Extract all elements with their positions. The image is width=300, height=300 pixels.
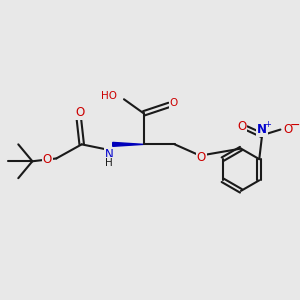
Text: HO: HO — [101, 92, 117, 101]
Text: O: O — [76, 106, 85, 119]
Text: −: − — [289, 119, 300, 132]
Text: N: N — [257, 123, 267, 136]
Polygon shape — [113, 142, 144, 146]
Text: +: + — [264, 120, 271, 129]
Text: O: O — [284, 123, 293, 136]
Text: O: O — [43, 153, 52, 167]
Text: O: O — [197, 151, 206, 164]
Text: H: H — [105, 158, 113, 168]
Text: O: O — [169, 98, 177, 109]
Text: N: N — [105, 148, 114, 161]
Text: O: O — [237, 120, 246, 133]
